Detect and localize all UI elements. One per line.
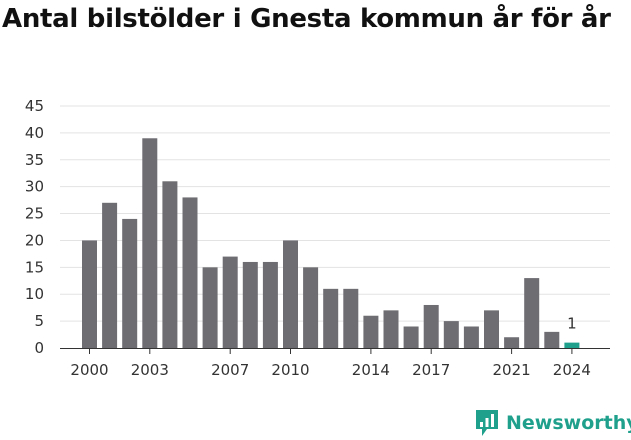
- bar-2013: [343, 288, 359, 348]
- x-tick-label: 2021: [493, 361, 531, 379]
- bar-2015: [383, 310, 399, 348]
- data-labels: 1: [567, 315, 577, 333]
- bar-2001: [102, 202, 118, 348]
- data-label: 1: [567, 315, 577, 333]
- bar-2009: [262, 261, 278, 348]
- y-tick-label: 15: [25, 258, 44, 276]
- y-tick-label: 45: [25, 97, 44, 115]
- x-tick-label: 2003: [131, 361, 169, 379]
- bar-2019: [463, 326, 479, 348]
- y-tick-label: 30: [25, 178, 44, 196]
- bar-2007: [222, 256, 238, 348]
- x-tick-label: 2010: [271, 361, 309, 379]
- bar-2021: [504, 337, 520, 348]
- x-tick-label: 2024: [553, 361, 591, 379]
- bar-2020: [484, 310, 499, 348]
- y-tick-label: 5: [34, 312, 44, 330]
- bar-2012: [323, 288, 339, 348]
- brand: Newsworthy: [474, 406, 631, 440]
- y-tick-label: 40: [25, 124, 44, 142]
- y-tick-label: 10: [25, 285, 44, 303]
- x-tick-label: 2000: [70, 361, 108, 379]
- bars: [82, 138, 580, 348]
- bar-2022: [524, 278, 540, 348]
- bar-2005: [182, 197, 198, 348]
- x-tick-label: 2007: [211, 361, 249, 379]
- y-tick-label: 35: [25, 151, 44, 169]
- bar-2016: [403, 326, 419, 348]
- brand-name: Newsworthy: [506, 412, 631, 434]
- bar-2014: [363, 315, 379, 348]
- bar-2011: [303, 267, 319, 348]
- x-tick-label: 2014: [352, 361, 390, 379]
- x-tick-label: 2017: [412, 361, 450, 379]
- bar-2018: [443, 321, 459, 348]
- bar-2017: [423, 304, 439, 348]
- newsworthy-logo-icon: [476, 410, 498, 436]
- y-axis-ticks: 0 5 10 15 20 25 30 35 40 45: [25, 97, 44, 357]
- bar-2023: [544, 331, 560, 348]
- bar-2004: [162, 181, 178, 348]
- bar-2000: [82, 240, 97, 348]
- bar-2002: [122, 218, 138, 348]
- bar-2003: [142, 138, 158, 348]
- bar-2008: [242, 261, 258, 348]
- x-axis: 2000 2003 2007 2010 2014 2017 2021 2024: [60, 348, 610, 379]
- bar-2006: [202, 267, 218, 348]
- y-tick-label: 20: [25, 231, 44, 249]
- bar-2024: [564, 342, 580, 348]
- y-tick-label: 0: [34, 339, 44, 357]
- bar-2010: [283, 240, 298, 348]
- y-tick-label: 25: [25, 205, 44, 223]
- chart-title: Antal bilstölder i Gnesta kommun år för …: [2, 4, 611, 34]
